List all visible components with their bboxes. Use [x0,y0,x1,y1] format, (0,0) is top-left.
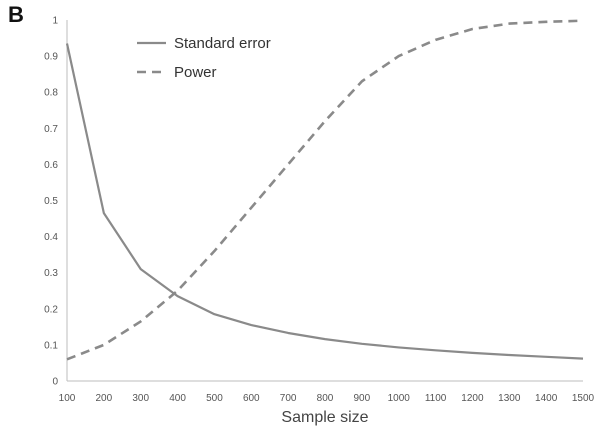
y-tick-label: 0.9 [44,52,58,63]
power-line [66,19,584,361]
x-tick-label: 1000 [388,393,411,404]
y-tick-label: 0.6 [44,160,58,171]
x-tick-label: 500 [206,393,223,404]
x-tick-labels: 100 200 300 400 500 600 700 800 900 1000 1100 1200 1… [59,393,595,404]
x-tick-label: 300 [132,393,149,404]
y-tick-label: 0.8 [44,88,58,99]
y-tick-label: 0.3 [44,268,58,279]
x-tick-label: 700 [280,393,297,404]
y-tick-label: 0.1 [44,340,58,351]
x-axis-title: Sample size [281,409,368,426]
x-tick-label: 600 [243,393,260,404]
legend-label: Standard error [174,35,271,52]
chart-axes [66,20,583,382]
y-tick-label: 0.4 [44,232,58,243]
x-tick-label: 400 [169,393,186,404]
x-tick-label: 1100 [425,393,447,404]
y-tick-label: 0 [52,377,58,388]
x-tick-label: 800 [317,393,334,404]
legend: Standard error Power [137,35,271,81]
series-lines [65,19,584,361]
standard-error-line [65,43,584,360]
x-tick-label: 1400 [535,393,558,404]
x-tick-label: 1300 [498,393,521,404]
x-tick-label: 1200 [461,393,484,404]
x-tick-label: 200 [96,393,113,404]
x-tick-label: 1500 [572,393,595,404]
y-tick-label: 1 [52,16,58,27]
legend-label: Power [174,64,217,81]
x-tick-label: 900 [354,393,371,404]
y-tick-label: 0.2 [44,304,58,315]
y-tick-labels: 0 0.1 0.2 0.3 0.4 0.5 0.6 0.7 0.8 0.9 1 [44,16,58,388]
panel-letter: B [8,2,24,27]
y-tick-label: 0.5 [44,196,58,207]
y-tick-label: 0.7 [44,124,58,135]
x-tick-label: 100 [59,393,76,404]
